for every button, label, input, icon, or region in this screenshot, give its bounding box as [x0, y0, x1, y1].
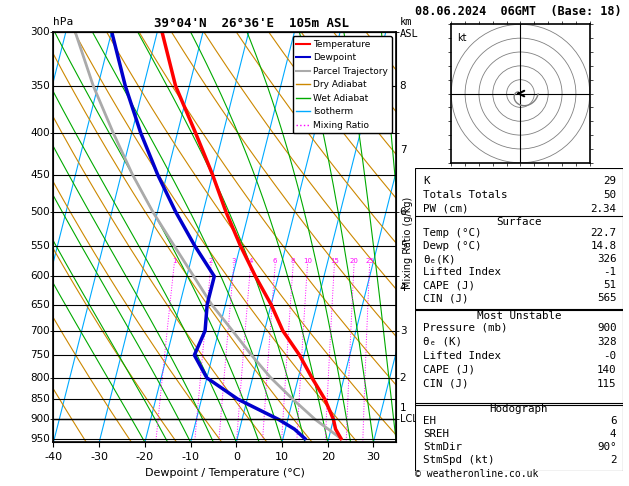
Text: 14.8: 14.8	[591, 241, 616, 251]
Text: 140: 140	[597, 364, 616, 375]
Text: 4: 4	[610, 429, 616, 439]
Text: 2: 2	[209, 259, 213, 264]
Text: 550: 550	[30, 241, 50, 251]
Text: 5: 5	[399, 241, 406, 251]
Text: SREH: SREH	[423, 429, 450, 439]
Text: Temp (°C): Temp (°C)	[423, 228, 482, 238]
Text: 500: 500	[30, 207, 50, 217]
Text: 10: 10	[303, 259, 312, 264]
Text: 350: 350	[30, 81, 50, 91]
Text: 4: 4	[248, 259, 253, 264]
Text: 51: 51	[603, 280, 616, 290]
Text: 326: 326	[597, 254, 616, 264]
Text: hPa: hPa	[53, 17, 74, 27]
Bar	[415, 216, 623, 309]
Text: Mixing Ratio (g/kg): Mixing Ratio (g/kg)	[403, 197, 413, 289]
Text: LCL: LCL	[399, 415, 418, 424]
Text: 2.34: 2.34	[591, 204, 616, 214]
Text: -0: -0	[603, 351, 616, 361]
Text: 22.7: 22.7	[591, 228, 616, 238]
Text: 39°04'N  26°36'E  105m ASL: 39°04'N 26°36'E 105m ASL	[154, 17, 349, 30]
Text: 20: 20	[350, 259, 359, 264]
Text: 950: 950	[30, 434, 50, 444]
Text: 2: 2	[399, 373, 406, 383]
Text: 700: 700	[30, 326, 50, 336]
Text: 7: 7	[399, 145, 406, 156]
Text: 3: 3	[399, 326, 406, 336]
Text: 565: 565	[597, 293, 616, 303]
Text: CAPE (J): CAPE (J)	[423, 280, 476, 290]
Text: 115: 115	[597, 379, 616, 389]
Text: 6: 6	[610, 417, 616, 426]
Text: 29: 29	[603, 176, 616, 186]
Text: 800: 800	[30, 373, 50, 383]
Text: Totals Totals: Totals Totals	[423, 190, 508, 200]
Text: 650: 650	[30, 299, 50, 310]
Bar	[415, 311, 623, 403]
Text: K: K	[423, 176, 430, 186]
Text: StmDir: StmDir	[423, 442, 462, 452]
Text: kt: kt	[457, 33, 466, 43]
Text: θₑ(K): θₑ(K)	[423, 254, 456, 264]
Text: Pressure (mb): Pressure (mb)	[423, 323, 508, 333]
Text: 15: 15	[330, 259, 339, 264]
Text: 6: 6	[399, 207, 406, 217]
Text: θₑ (K): θₑ (K)	[423, 337, 462, 347]
Text: CIN (J): CIN (J)	[423, 293, 469, 303]
Text: 4: 4	[399, 283, 406, 293]
Text: Lifted Index: Lifted Index	[423, 351, 501, 361]
Text: km
ASL: km ASL	[399, 17, 418, 38]
Text: 900: 900	[30, 415, 50, 424]
Text: Most Unstable: Most Unstable	[477, 311, 561, 321]
Text: 900: 900	[597, 323, 616, 333]
Legend: Temperature, Dewpoint, Parcel Trajectory, Dry Adiabat, Wet Adiabat, Isotherm, Mi: Temperature, Dewpoint, Parcel Trajectory…	[292, 36, 392, 134]
Text: PW (cm): PW (cm)	[423, 204, 469, 214]
Text: 50: 50	[603, 190, 616, 200]
X-axis label: Dewpoint / Temperature (°C): Dewpoint / Temperature (°C)	[145, 468, 305, 478]
Text: 08.06.2024  06GMT  (Base: 18): 08.06.2024 06GMT (Base: 18)	[415, 5, 621, 18]
Text: 2: 2	[610, 454, 616, 465]
Text: 3: 3	[231, 259, 236, 264]
Text: Dewp (°C): Dewp (°C)	[423, 241, 482, 251]
Text: EH: EH	[423, 417, 437, 426]
Text: 6: 6	[273, 259, 277, 264]
Text: 750: 750	[30, 350, 50, 360]
Text: StmSpd (kt): StmSpd (kt)	[423, 454, 495, 465]
Bar	[415, 404, 623, 471]
Text: Surface: Surface	[496, 217, 542, 227]
Text: © weatheronline.co.uk: © weatheronline.co.uk	[415, 469, 538, 479]
Text: 450: 450	[30, 170, 50, 180]
Text: Lifted Index: Lifted Index	[423, 267, 501, 277]
Text: 90°: 90°	[597, 442, 616, 452]
Text: 328: 328	[597, 337, 616, 347]
Text: 300: 300	[30, 27, 50, 36]
Text: CIN (J): CIN (J)	[423, 379, 469, 389]
Text: CAPE (J): CAPE (J)	[423, 364, 476, 375]
Text: 1: 1	[399, 402, 406, 413]
Text: 8: 8	[291, 259, 296, 264]
Text: 25: 25	[365, 259, 374, 264]
Text: 1: 1	[172, 259, 177, 264]
Text: Hodograph: Hodograph	[489, 404, 548, 414]
Text: 850: 850	[30, 394, 50, 404]
Text: -1: -1	[603, 267, 616, 277]
Text: 600: 600	[30, 271, 50, 281]
Text: 400: 400	[30, 128, 50, 138]
Text: 8: 8	[399, 81, 406, 91]
